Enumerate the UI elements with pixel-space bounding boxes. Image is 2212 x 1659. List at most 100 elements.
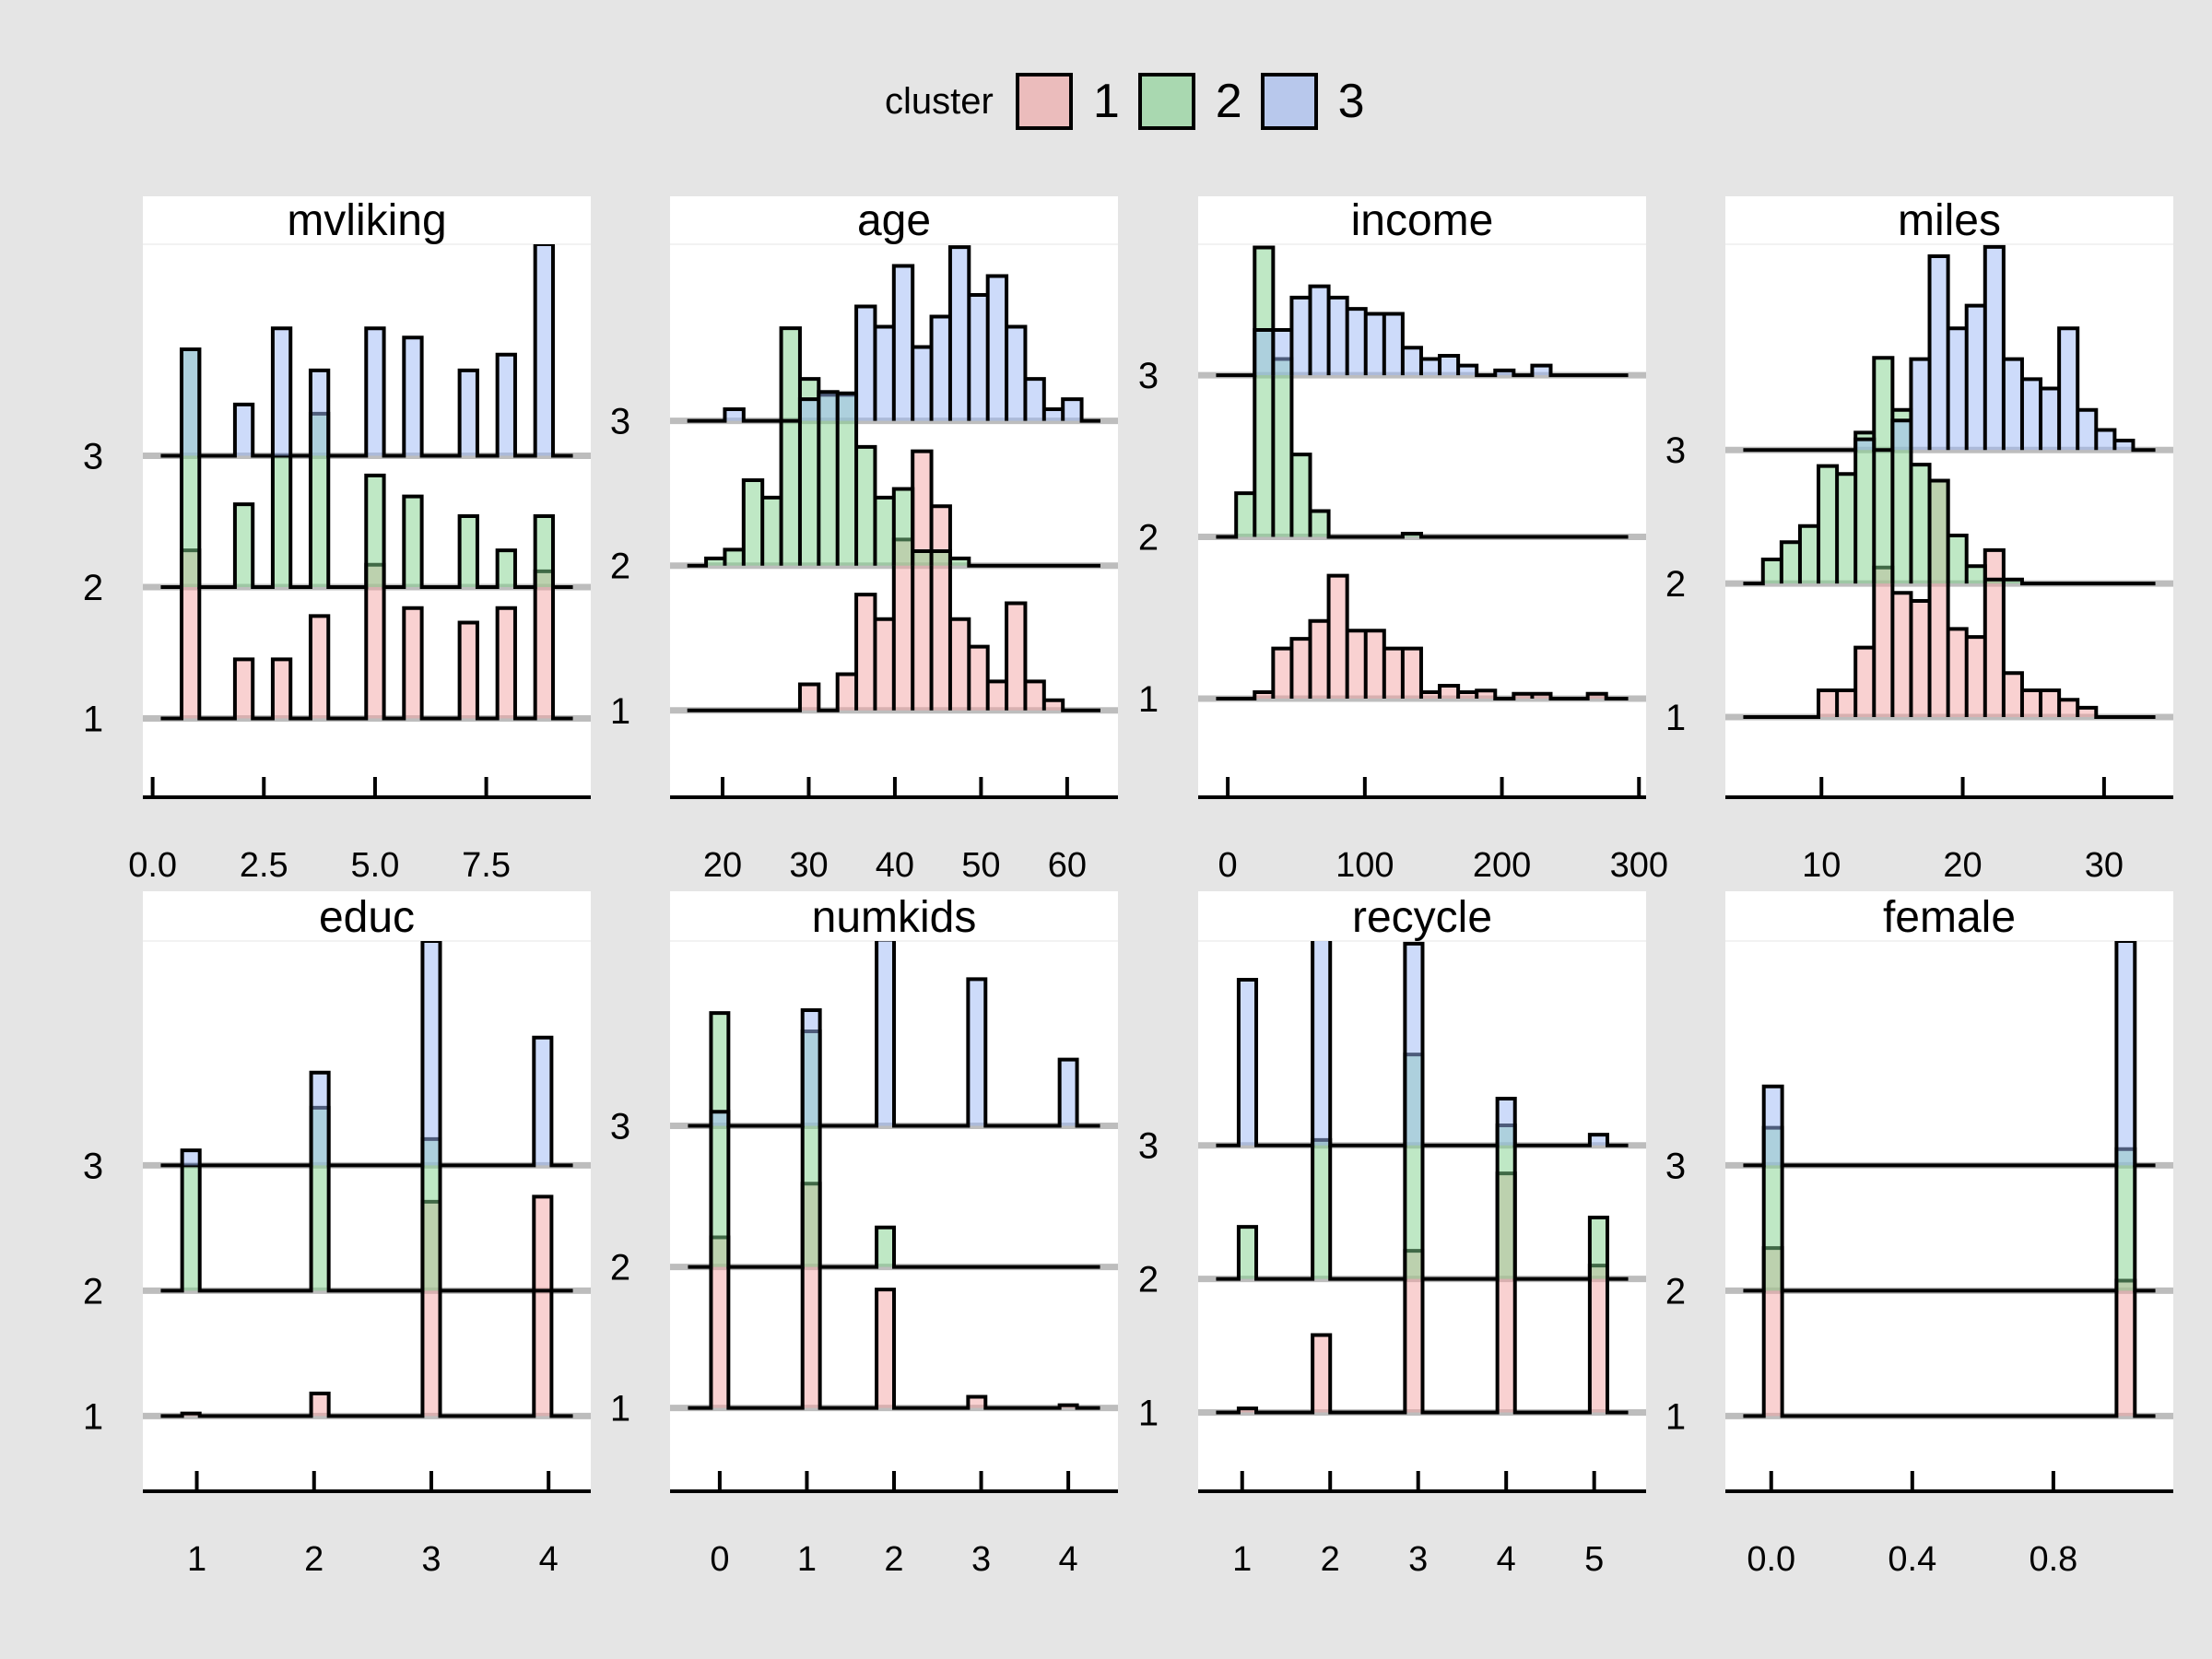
x-tick-label: 2 <box>884 1540 903 1579</box>
bar-cluster-1 <box>1365 630 1384 699</box>
bar-cluster-3 <box>1254 329 1274 376</box>
outline-cluster-3 <box>688 941 1100 1128</box>
x-tick-label: 300 <box>1610 846 1668 885</box>
bar-cluster-3 <box>534 1037 552 1166</box>
bar-cluster-2 <box>837 394 857 566</box>
outline-cluster-2 <box>1743 1125 2156 1293</box>
panel-educ: educ 1 2 3 4 1 2 3 <box>83 891 591 1579</box>
bar-cluster-3 <box>818 392 838 421</box>
panel-female: female 0.0 0.4 0.8 1 2 3 <box>1665 891 2173 1579</box>
bar-cluster-1 <box>968 1396 986 1408</box>
y-tick-label: 2 <box>1665 1271 1686 1312</box>
bar-cluster-1 <box>1254 691 1274 699</box>
bar-cluster-1 <box>1347 630 1366 699</box>
bar-cluster-1 <box>366 564 384 719</box>
bar-cluster-2 <box>1497 1124 1515 1279</box>
bar-cluster-1 <box>459 622 477 719</box>
legend-label-3: 3 <box>1337 75 1365 128</box>
bar-cluster-2 <box>1291 454 1311 537</box>
legend-item-cluster-3: 3 <box>1260 73 1365 130</box>
bar-cluster-3 <box>2077 409 2097 451</box>
panel-income: income 0 100 200 300 1 2 3 <box>1138 196 1668 885</box>
bar-cluster-2 <box>1589 1217 1607 1279</box>
bar-cluster-3 <box>2041 388 2060 451</box>
bar-cluster-2 <box>234 504 253 587</box>
bar-cluster-1 <box>2077 707 2097 718</box>
bar-cluster-1 <box>404 607 422 719</box>
bar-cluster-1 <box>1310 620 1329 699</box>
y-tick-label: 1 <box>1138 1394 1159 1434</box>
x-tick-label: 4 <box>1059 1540 1078 1579</box>
bar-cluster-3 <box>2114 441 2134 451</box>
x-tick-label: 7.5 <box>462 846 511 885</box>
bar-cluster-3 <box>272 328 291 456</box>
y-tick-label: 1 <box>1665 1396 1686 1437</box>
legend: cluster 1 2 3 <box>885 65 1383 138</box>
bar-cluster-2 <box>1238 1227 1257 1279</box>
y-tick-label: 1 <box>83 1396 103 1437</box>
x-tick-label: 5 <box>1584 1540 1604 1579</box>
x-tick-label: 3 <box>1408 1540 1428 1579</box>
bar-cluster-3 <box>1347 309 1366 376</box>
bar-cluster-1 <box>1006 603 1026 711</box>
bar-cluster-1 <box>2116 1280 2136 1417</box>
bar-cluster-3 <box>802 1010 820 1126</box>
x-tick-label: 3 <box>971 1540 991 1579</box>
bar-cluster-3 <box>799 399 819 421</box>
bar-cluster-2 <box>1254 247 1274 537</box>
y-tick-label: 3 <box>610 402 630 442</box>
y-tick-label: 2 <box>1138 518 1159 559</box>
bar-cluster-2 <box>877 1227 894 1267</box>
x-tick-label: 5.0 <box>351 846 400 885</box>
x-tick-label: 0.8 <box>2029 1540 2077 1579</box>
legend-item-cluster-1: 1 <box>1015 73 1120 130</box>
bar-cluster-2 <box>1911 465 1930 584</box>
bar-cluster-2 <box>1855 432 1875 584</box>
bar-cluster-2 <box>1762 559 1782 584</box>
plot-area <box>143 941 591 1419</box>
bar-cluster-1 <box>1947 629 1967 718</box>
y-tick-label: 1 <box>1138 679 1159 720</box>
bar-cluster-2 <box>459 516 477 587</box>
bar-cluster-1 <box>987 681 1007 711</box>
bar-cluster-3 <box>311 1072 329 1166</box>
bar-cluster-1 <box>1966 637 1985 718</box>
bar-cluster-1 <box>877 1289 894 1408</box>
bar-cluster-3 <box>893 265 913 421</box>
bar-cluster-2 <box>1874 358 1893 584</box>
bar-cluster-1 <box>2003 673 2022 718</box>
x-tick-label: 20 <box>703 846 742 885</box>
bar-cluster-1 <box>1312 1335 1331 1413</box>
bar-cluster-3 <box>1310 286 1329 376</box>
bar-cluster-3 <box>1763 1086 1783 1166</box>
y-tick-label: 1 <box>610 691 630 732</box>
bar-cluster-3 <box>1532 365 1551 376</box>
bar-cluster-1 <box>912 451 932 711</box>
panel-title: income <box>1351 196 1494 245</box>
x-tick-label: 0 <box>1218 846 1238 885</box>
outline-cluster-2 <box>688 1011 1100 1269</box>
bar-cluster-3 <box>856 306 876 421</box>
bar-cluster-3 <box>1929 256 1948 451</box>
x-tick-label: 2 <box>1321 1540 1340 1579</box>
bar-cluster-1 <box>1477 690 1496 699</box>
bar-cluster-1 <box>837 674 857 711</box>
bar-cluster-3 <box>968 979 986 1126</box>
legend-title: cluster <box>885 80 994 122</box>
bar-cluster-2 <box>893 488 913 566</box>
bar-cluster-1 <box>1383 648 1403 699</box>
bar-cluster-3 <box>366 328 384 456</box>
x-tick-label: 40 <box>876 846 914 885</box>
bar-cluster-2 <box>366 475 384 587</box>
x-tick-label: 50 <box>961 846 1000 885</box>
bar-cluster-2 <box>2003 579 2022 584</box>
bar-cluster-1 <box>949 618 970 711</box>
bar-cluster-3 <box>912 347 932 421</box>
bar-cluster-2 <box>711 1013 729 1267</box>
x-tick-label: 4 <box>539 1540 559 1579</box>
bar-cluster-3 <box>1405 943 1423 1146</box>
bar-cluster-3 <box>1059 1059 1077 1126</box>
panel-recycle: recycle 1 2 3 4 5 1 2 3 <box>1138 891 1646 1579</box>
panel-title: female <box>1883 893 2016 942</box>
